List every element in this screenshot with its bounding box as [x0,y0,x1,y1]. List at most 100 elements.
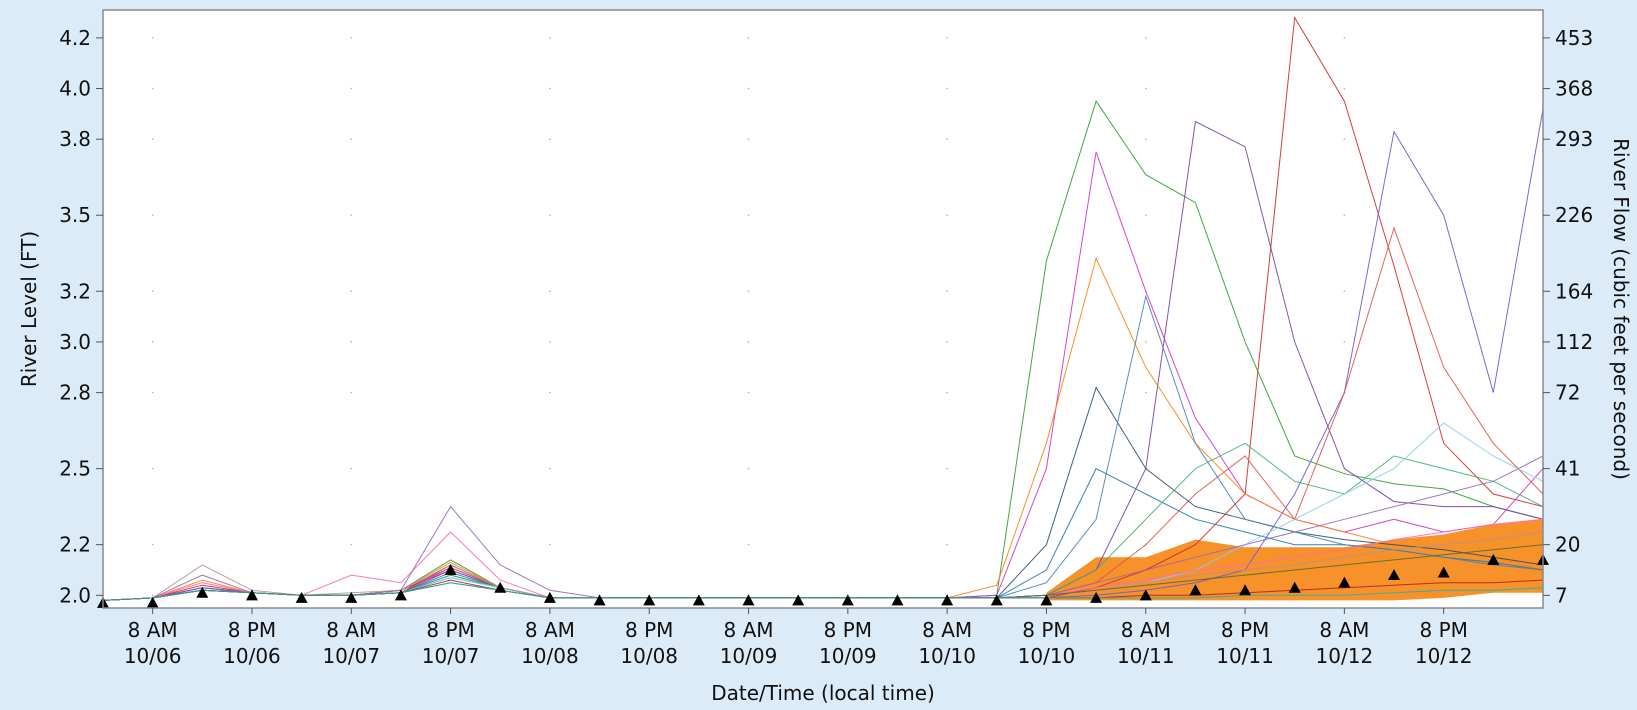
x-tick-time: 8 AM [326,618,376,642]
x-tick-time: 8 AM [724,618,774,642]
x-tick-time: 8 PM [824,618,872,642]
observed-marker [543,591,556,603]
grid-dot [747,341,750,343]
observed-marker [494,581,507,593]
observed-marker [891,594,904,606]
y2-tick-label: 453 [1555,26,1593,50]
grid-dot [747,543,750,546]
grid-dot [1343,87,1346,90]
y2-tick-label: 226 [1555,203,1593,227]
x-tick-date: 10/06 [124,644,182,668]
y2-axis-title: River Flow (cubic feet per second) [1609,138,1633,480]
x-tick-time: 8 AM [922,618,972,642]
observed-marker [345,591,358,603]
observed-marker [1040,594,1053,606]
observed-marker [1487,553,1500,565]
y-tick-label: 2.0 [59,583,91,607]
x-tick-date: 10/08 [620,644,678,668]
x-tick-time: 8 PM [228,618,276,642]
observed-marker [1338,576,1351,588]
observed-marker [245,589,258,601]
x-tick-date: 10/08 [521,644,579,668]
grid-dot [1144,214,1147,217]
x-tick-time: 8 AM [1319,618,1369,642]
grid-dot [350,341,353,343]
grid-dot [747,138,750,141]
grid-dot [946,341,949,343]
grid-dot [548,290,551,293]
x-tick-time: 8 AM [525,618,575,642]
grid-dot [946,87,949,90]
grid-dot [151,214,154,217]
x-axis-title: Date/Time (local time) [711,681,935,705]
grid-dot [747,214,750,217]
observed-marker [692,594,705,606]
y2-tick-label: 41 [1555,457,1580,481]
plot-frame [102,9,1544,609]
grid-dot [350,290,353,293]
observed-marker [1189,584,1202,596]
y-tick-label: 2.2 [59,533,91,557]
grid-dot [1144,36,1147,39]
observed-marker [1090,591,1103,603]
x-tick-date: 10/10 [918,644,976,668]
observed-marker [990,594,1003,606]
x-tick-time: 8 AM [128,618,178,642]
grid-dot [548,138,551,141]
observed-marker [295,591,308,603]
x-tick-date: 10/07 [422,644,480,668]
x-tick-date: 10/12 [1415,644,1473,668]
observed-marker [1139,589,1152,601]
y-tick-label: 3.8 [59,127,91,151]
grid-dot [350,214,353,217]
grid-dot [1343,214,1346,217]
y2-tick-label: 7 [1555,583,1568,607]
grid-dot [1343,341,1346,343]
grid-dot [1144,391,1147,394]
grid-dot [1144,138,1147,141]
grid-dot [946,391,949,394]
grid-dot [548,87,551,90]
y-tick-label: 4.0 [59,77,91,101]
x-tick-date: 10/12 [1316,644,1374,668]
grid-dot [350,36,353,39]
y-tick-label: 3.5 [59,203,91,227]
grid-dot [1144,341,1147,343]
grid-dot [747,36,750,39]
x-tick-date: 10/06 [223,644,281,668]
band-layer [1046,519,1543,601]
grid-dot [548,214,551,217]
x-tick-date: 10/09 [720,644,778,668]
grid-dot [350,467,353,470]
observed-marker [444,563,457,575]
observed-marker [394,589,407,601]
grid-dot [1343,36,1346,39]
plot-area [103,10,1543,608]
grid-dot [151,36,154,39]
grid-dot [1343,290,1346,293]
observed-marker [941,594,954,606]
grid-dot [946,290,949,293]
x-tick-time: 8 PM [1022,618,1070,642]
x-tick-date: 10/11 [1117,644,1175,668]
grid-dot [946,138,949,141]
grid-dot [548,543,551,546]
grid-dot [946,467,949,470]
grid-dot [548,36,551,39]
grid-dot [946,543,949,546]
y2-tick-label: 293 [1555,127,1593,151]
grid-dot [548,467,551,470]
axis-layer: 2.0 2.2 2.5 2.8 3.0 3.2 3.5 3.8 4.0 4.2 7 20 41 72 112… [59,26,1593,668]
grid-dot [151,467,154,470]
grid-dot [946,214,949,217]
y2-tick-label: 20 [1555,533,1580,557]
grid-dot [350,87,353,90]
grid-dot [151,290,154,293]
forecast-band [1046,519,1543,601]
grid-dot [747,391,750,394]
observed-marker [643,594,656,606]
y2-tick-label: 368 [1555,77,1593,101]
grid-dot [1144,87,1147,90]
